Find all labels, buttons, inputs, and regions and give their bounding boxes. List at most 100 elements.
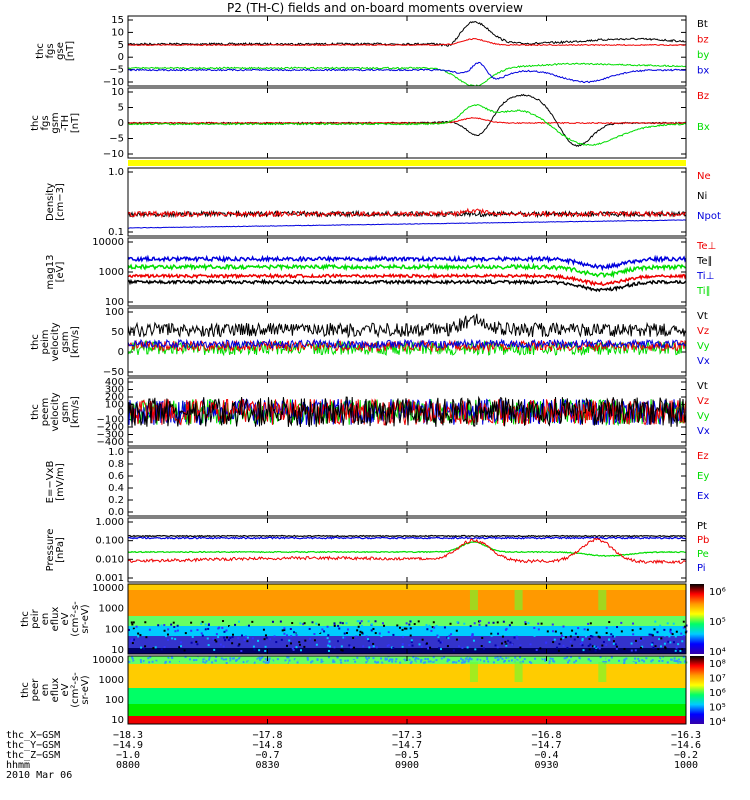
electron-spectrogram-speck [306,656,309,659]
electron-spectrogram-speck [265,659,268,662]
ion-spectrogram-speck [439,641,442,644]
ion-colorbar-label: 10⁶ [709,587,726,598]
ion-spectrogram-speck [429,646,432,649]
ion-spectrogram-speck [173,625,176,628]
electron-spectrogram-speck [467,660,470,663]
electron-spectrogram-speck [291,658,294,661]
footer-value: −0.4 [534,750,558,761]
panel-4-ylabel: [eV] [55,262,66,283]
legend-Ez: Ez [697,451,709,462]
panel-6-ylabel: thc [30,404,41,420]
ion-spectrogram-speck [361,631,364,634]
electron-spectrogram-speck [572,660,575,663]
electron-spectrogram-speck [435,659,438,662]
electron-spectrogram-speck [625,657,628,660]
electron-spectrogram-speck [505,659,508,662]
electron-spectrogram-speck [568,656,571,659]
ion-spectrogram-speck [471,633,474,636]
ion-spectrogram-speck [598,636,601,639]
ion-spectrogram-speck [650,633,653,636]
electron-spectrogram-speck [267,658,270,661]
ion-spectrogram-speck [616,626,619,629]
ion-spectrogram-speck [605,632,608,635]
ion-spectrogram-speck [130,639,133,642]
ion-spectrogram-speck [456,621,459,624]
ion-spectrogram-speck [176,629,179,632]
electron-spectrogram-speck [486,657,489,660]
ion-spectrogram-speck [431,626,434,629]
electron-spectrogram-speck [510,657,513,660]
ion-spectrogram-speck [279,620,282,623]
ion-spectrogram-speck [663,628,666,631]
electron-spectrogram-speck [478,659,481,662]
electron-spectrogram-speck [549,657,552,660]
electron-spectrogram-speck [503,660,506,663]
panel-1-ytick: 10 [111,27,124,38]
electron-spectrogram-speck [406,657,409,660]
electron-spectrogram-speck [224,656,227,659]
electron-spectrogram-speck [176,658,179,661]
electron-spectrogram-speck [366,658,369,661]
ion-spectrogram-speck [291,647,294,650]
panel-1-ylabel: [nT] [65,41,76,61]
legend-Vt: Vt [697,311,708,322]
footer-value: −16.3 [671,730,701,741]
electron-spectrogram-speck [253,660,256,663]
panel-9-ylabel: eV [60,612,71,625]
electron-spectrogram-speck [164,660,167,663]
electron-spectrogram-band [128,704,686,716]
ion-spectrogram-speck [551,630,554,633]
ion-spectrogram-speck [588,648,591,651]
electron-spectrogram-speck [460,657,463,660]
panel-4-ytick: 10000 [92,237,124,248]
electron-spectrogram-speck [311,660,314,663]
ion-spectrogram-speck [554,630,557,633]
electron-spectrogram-speck [424,661,427,664]
footer-value: 0800 [116,760,140,771]
electron-spectrogram-speck [297,658,300,661]
electron-spectrogram-speck [211,661,214,664]
electron-spectrogram-speck [245,656,248,659]
electron-spectrogram-speck [350,661,353,664]
electron-spectrogram-speck [605,659,608,662]
electron-spectrogram-speck [388,660,391,663]
ion-spectrogram-speck [504,640,507,643]
ion-spectrogram-speck [160,624,163,627]
electron-spectrogram-speck [359,659,362,662]
electron-spectrogram-speck [530,661,533,664]
panel-9-ytick: 100 [105,624,124,635]
ion-spectrogram-speck [660,637,663,640]
ion-spectrogram-speck [588,637,591,640]
ion-spectrogram-speck [237,637,240,640]
ion-spectrogram-speck [365,635,368,638]
legend-Ne: Ne [697,171,711,182]
electron-spectrogram-speck [214,659,217,662]
ion-spectrogram-speck [371,645,374,648]
ion-spectrogram-speck [215,633,218,636]
electron-spectrogram-speck [367,656,370,659]
ion-spectrogram-speck [280,638,283,641]
legend-Bx: Bx [697,122,710,133]
ion-spectrogram-speck [372,642,375,645]
ion-spectrogram-speck [634,649,637,652]
electron-spectrogram-speck [293,658,296,661]
electron-spectrogram-speck [673,657,676,660]
electron-spectrogram-speck [651,659,654,662]
trace-p5-blue [128,338,686,350]
electron-spectrogram-speck [509,657,512,660]
ion-spectrogram-speck [408,623,411,626]
ion-spectrogram-speck [348,627,351,630]
ion-spectrogram-speck [157,631,160,634]
electron-spectrogram-speck [249,656,252,659]
ion-spectrogram-speck [594,649,597,652]
electron-spectrogram-speck [499,656,502,659]
ion-spectrogram-speck [565,627,568,630]
panel-5-ytick: 50 [111,327,124,338]
ion-spectrogram-speck [265,636,268,639]
ion-spectrogram-speck [285,626,288,629]
ion-spectrogram-speck [275,641,278,644]
electron-spectrogram-speck [378,660,381,663]
electron-spectrogram-speck [203,659,206,662]
electron-spectrogram-speck [446,658,449,661]
ion-spectrogram-speck [675,630,678,633]
